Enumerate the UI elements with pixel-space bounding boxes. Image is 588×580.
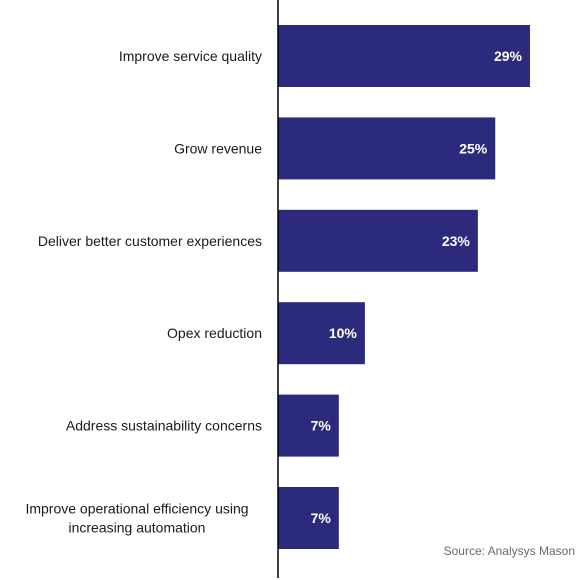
value-label-0: 29% — [494, 48, 523, 64]
category-label-0: Improve service quality — [119, 48, 262, 64]
value-label-2: 23% — [442, 233, 471, 249]
bar-5 — [278, 487, 339, 549]
category-label-1: Grow revenue — [174, 140, 262, 156]
value-label-4: 7% — [311, 418, 332, 434]
bar-2 — [278, 209, 478, 272]
bar-0 — [278, 25, 530, 87]
category-label-line: Address sustainability concerns — [66, 418, 262, 434]
bar-3 — [278, 302, 365, 365]
category-label-line: Improve service quality — [119, 48, 262, 64]
category-label-3: Opex reduction — [167, 325, 262, 341]
category-label-2: Deliver better customer experiences — [38, 233, 262, 249]
value-label-1: 25% — [459, 140, 488, 156]
value-label-3: 10% — [329, 325, 358, 341]
category-label-line: increasing automation — [69, 520, 206, 536]
bars-group — [278, 25, 530, 549]
source-note: Source: Analysys Mason — [444, 544, 575, 558]
bar-1 — [278, 117, 496, 180]
category-labels-group: Improve service quality Grow revenue Deliv… — [25, 48, 262, 536]
value-label-5: 7% — [311, 510, 332, 526]
category-label-line: Grow revenue — [174, 140, 262, 156]
category-label-line: Improve operational efficiency using — [25, 501, 248, 517]
category-label-line: Opex reduction — [167, 325, 262, 341]
category-label-line: Deliver better customer experiences — [38, 233, 262, 249]
value-labels-group: 29% 25% 23% 10% 7% 7% — [311, 48, 523, 526]
category-label-5: Improve operational efficiency using incr… — [25, 501, 248, 536]
category-label-4: Address sustainability concerns — [66, 418, 262, 434]
bar-4 — [278, 394, 339, 457]
